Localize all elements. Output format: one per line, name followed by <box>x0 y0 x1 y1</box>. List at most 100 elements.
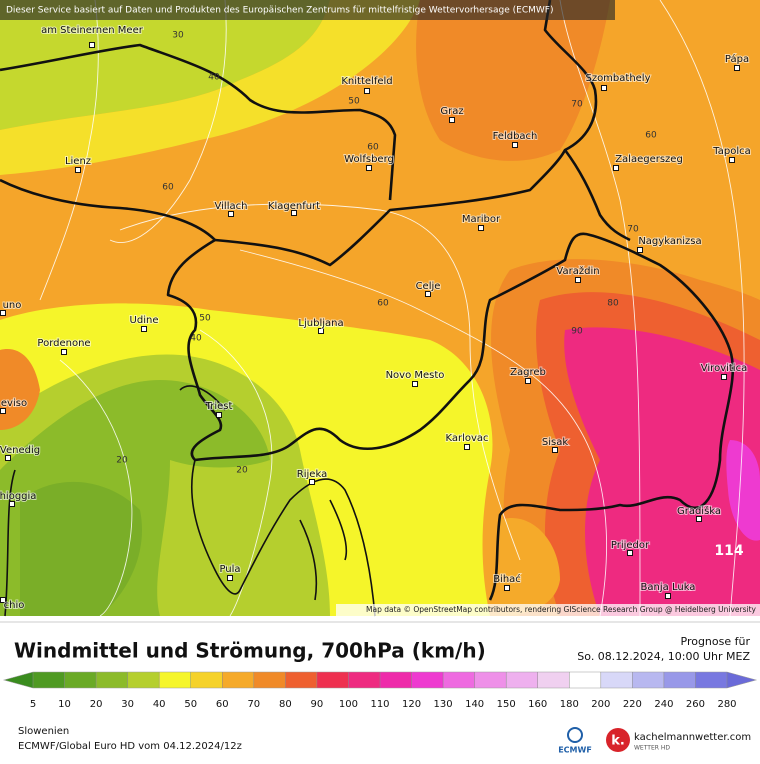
colorbar-swatch <box>474 672 507 688</box>
city-label: eviso <box>1 398 27 409</box>
colorbar-swatch <box>727 672 756 688</box>
colorbar-swatch <box>443 672 475 688</box>
contour-label: 20 <box>116 456 128 466</box>
field-region <box>20 481 142 616</box>
colorbar-label: 90 <box>311 699 324 710</box>
field-region <box>500 518 560 616</box>
city-label: Karlovac <box>445 433 488 444</box>
contour-label: 90 <box>571 327 583 337</box>
city-label: Szombathely <box>585 73 650 84</box>
contour-label: 70 <box>571 100 583 110</box>
city-marker <box>552 447 558 453</box>
colorbar-label: 60 <box>216 699 229 710</box>
contour-label: 50 <box>199 314 211 324</box>
city-label: Sisak <box>542 437 568 448</box>
city-label: am Steinernen Meer <box>41 25 144 36</box>
colorbar-label: 140 <box>465 699 484 710</box>
colorbar-swatch <box>506 672 538 688</box>
colorbar-swatch <box>127 672 160 688</box>
streamline <box>119 203 521 561</box>
field-region <box>0 349 40 430</box>
city-label: Pordenone <box>37 338 90 349</box>
city-marker <box>61 349 67 355</box>
colorbar: 5 10 20 30 40 50 60 70 80 90 100 110 120 130 140 150 160… <box>2 671 758 710</box>
city-marker <box>734 65 740 71</box>
colorbar-swatch <box>4 672 33 688</box>
colorbar-swatch <box>537 672 570 688</box>
contour-label: 40 <box>190 334 202 344</box>
city-marker <box>291 210 297 216</box>
banner: Dieser Service basiert auf Daten und Pro… <box>6 6 553 16</box>
city-marker <box>504 585 510 591</box>
city-marker <box>364 88 370 94</box>
ecmwf-logo: ECMWF <box>558 746 592 755</box>
colorbar-swatch <box>695 672 727 688</box>
colorbar-label: 20 <box>90 699 103 710</box>
colorbar-label: 150 <box>497 699 516 710</box>
contour-label: 20 <box>236 466 248 476</box>
city-marker <box>216 412 222 418</box>
colorbar-swatch <box>159 672 191 688</box>
city-marker <box>613 165 619 171</box>
contour-label: 60 <box>367 143 379 153</box>
city-label: Villach <box>215 201 248 212</box>
border <box>214 0 598 267</box>
map: Dieser Service basiert auf Daten und Pro… <box>0 0 760 617</box>
city-label: chio <box>4 600 25 611</box>
colorbar-swatch <box>222 672 254 688</box>
border <box>563 149 631 242</box>
field-region <box>564 327 760 616</box>
city-label: Knittelfeld <box>341 76 392 87</box>
colorbar-swatch <box>380 672 412 688</box>
city-label: Wolfsberg <box>344 154 394 165</box>
city-label: uno <box>3 300 22 311</box>
region: Slowenien <box>18 726 69 737</box>
city-marker <box>665 593 671 599</box>
contour-label: 60 <box>162 183 174 193</box>
city-label: Lienz <box>65 156 91 167</box>
contour-label: 70 <box>627 225 639 235</box>
colorbar-label: 180 <box>560 699 579 710</box>
city-label: Novo Mesto <box>386 370 445 381</box>
colorbar-label: 120 <box>402 699 421 710</box>
colorbar-label: 130 <box>434 699 453 710</box>
city-label: Prijedor <box>611 540 650 551</box>
city-label: Banja Luka <box>641 582 696 593</box>
field-region <box>0 0 330 130</box>
city-label: Celje <box>416 281 441 292</box>
city-marker <box>525 378 531 384</box>
colorbar-label: 100 <box>339 699 358 710</box>
colorbar-label: 50 <box>184 699 197 710</box>
city-marker <box>637 247 643 253</box>
city-label: Zagreb <box>510 367 546 378</box>
attribution: Map data © OpenStreetMap contributors, r… <box>366 605 757 614</box>
city-marker <box>318 328 324 334</box>
colorbar-label: 70 <box>247 699 260 710</box>
site-icon <box>606 728 630 752</box>
colorbar-swatch <box>190 672 223 688</box>
colorbar-label: 220 <box>623 699 642 710</box>
city-marker <box>601 85 607 91</box>
coastline <box>4 385 376 617</box>
city-marker <box>0 597 6 603</box>
colorbar-swatch <box>285 672 317 688</box>
forecast-label: Prognose für <box>681 635 751 648</box>
colorbar-label: 160 <box>528 699 547 710</box>
city-label: Tapolca <box>712 146 750 157</box>
model-run: ECMWF/Global Euro HD vom 04.12.2024/12z <box>18 741 242 752</box>
border <box>0 178 735 601</box>
contour-label: 30 <box>172 31 184 41</box>
colorbar-swatch <box>316 672 349 688</box>
city-label: Triest <box>205 401 233 412</box>
streamline <box>199 329 273 617</box>
colorbar-label: 10 <box>58 699 71 710</box>
coastline <box>299 499 348 601</box>
site-icon-letter: k. <box>611 734 625 749</box>
city-marker <box>721 374 727 380</box>
city-marker <box>228 211 234 217</box>
contour-label: 40 <box>208 73 220 83</box>
border <box>0 43 397 201</box>
contour-labels: 30 40 50 60 60 70 60 70 60 80 90 50 40 20 20 <box>116 31 657 476</box>
city-marker <box>75 167 81 173</box>
